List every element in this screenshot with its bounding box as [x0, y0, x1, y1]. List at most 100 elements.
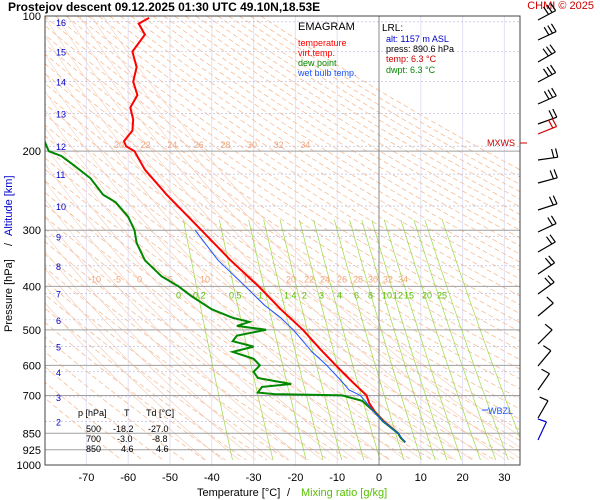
- x-tick-label: 0: [376, 472, 382, 484]
- dry-adiabat-line: [45, 157, 496, 461]
- mixing-ratio-label: 1: [258, 290, 263, 300]
- dry-adiabat-line: [184, 16, 520, 223]
- x-tick-label: -40: [204, 472, 220, 484]
- lrl-title: LRL:: [382, 23, 403, 34]
- wind-barb: [537, 275, 555, 295]
- dry-adiabat-line: [45, 43, 520, 361]
- mixing-ratio-label: 6: [354, 290, 359, 300]
- dry-adiabat-line: [45, 267, 309, 461]
- table-cell: -27.0: [148, 424, 169, 434]
- y-tick-label: 200: [23, 146, 41, 158]
- moist-adiabat-line: [45, 216, 290, 461]
- moist-adiabat-line: [45, 16, 473, 461]
- dry-adiabat-line: [45, 381, 143, 461]
- mixing-ratio-line: [248, 219, 307, 461]
- moist-adiabat-line: [67, 16, 506, 461]
- lrl-press: press: 890.6 hPa: [386, 44, 454, 54]
- dry-adiabat-line: [130, 16, 520, 263]
- moist-adiabat-line: [45, 72, 423, 461]
- mixing-ratio-line: [313, 219, 381, 461]
- moist-adiabat-line: [55, 16, 489, 461]
- mixing-ratio-line: [349, 219, 422, 461]
- dry-adiabat-line: [45, 103, 520, 420]
- wind-barb: [537, 323, 553, 345]
- moist-adiabat-line: [79, 16, 520, 459]
- dry-adiabat-label: 34: [398, 274, 408, 284]
- dry-adiabat-line: [98, 16, 520, 288]
- y-tick-label: 100: [23, 11, 41, 23]
- dry-adiabat-label: 20: [286, 274, 296, 284]
- moist-adiabat-line: [45, 53, 440, 461]
- moist-adiabat-line: [45, 233, 273, 461]
- altitude-tick-label: 8: [56, 262, 61, 272]
- altitude-tick-label: 14: [56, 78, 66, 88]
- dry-adiabat-label: 22: [304, 274, 314, 284]
- moist-adiabat-line: [45, 302, 207, 461]
- dry-adiabat-label: 20: [114, 140, 124, 150]
- dry-adiabat-label: 24: [167, 140, 177, 150]
- mixing-ratio-line: [424, 219, 509, 461]
- moist-adiabat-line: [45, 163, 340, 461]
- dry-adiabat-line: [239, 16, 520, 185]
- mixing-ratio-line: [263, 219, 324, 461]
- wind-barb: [537, 296, 554, 317]
- moist-adiabat-line: [45, 251, 256, 461]
- wind-barb: [537, 345, 552, 367]
- moist-adiabat-line: [91, 16, 520, 448]
- dry-adiabat-label: 30: [247, 140, 257, 150]
- dry-adiabat-line: [45, 351, 185, 461]
- dry-adiabat-label: 22: [141, 140, 151, 150]
- dry-adiabat-label: 34: [300, 140, 310, 150]
- dry-adiabat-line: [87, 16, 520, 297]
- y-tick-label: 1000: [17, 460, 41, 472]
- dry-adiabat-line: [45, 34, 520, 351]
- copyright-label: CHMI © 2025: [527, 0, 594, 12]
- wind-barb: [537, 64, 557, 83]
- altitude-tick-label: 10: [56, 202, 66, 212]
- legend-title: EMAGRAM: [298, 21, 355, 33]
- plot-frame: [44, 15, 521, 466]
- dry-adiabat-line: [195, 16, 520, 215]
- dry-adiabat-label: 15: [243, 274, 253, 284]
- moist-adiabat-line: [102, 16, 520, 437]
- wind-barb: [537, 215, 557, 233]
- moist-adiabat-line: [45, 268, 240, 461]
- table-cell: -8.8: [152, 434, 168, 444]
- wind-barb: [537, 195, 558, 211]
- dry-adiabat-line: [45, 73, 520, 390]
- y-tick-label: 700: [23, 390, 41, 402]
- table-cell: 4.6: [121, 444, 134, 454]
- dry-adiabat-line: [260, 16, 520, 171]
- table-cell: 700: [86, 434, 101, 444]
- x-tick-label: 30: [498, 472, 510, 484]
- y-tick-label: 850: [23, 428, 41, 440]
- y-tick-label: 600: [23, 360, 41, 372]
- wind-barb: [537, 87, 557, 105]
- wind-barb: [537, 418, 547, 441]
- dry-adiabat-line: [45, 168, 475, 461]
- table-header-td: Td [°C]: [146, 408, 174, 418]
- table-cell: 850: [86, 444, 101, 454]
- x-tick-label: 10: [415, 472, 427, 484]
- altitude-tick-label: 2: [56, 417, 61, 427]
- legend-wet-bulb: wet bulb temp.: [297, 68, 357, 78]
- y-tick-label: 500: [23, 325, 41, 337]
- mixing-ratio-line: [183, 219, 233, 461]
- wind-barb: [537, 108, 558, 125]
- y-axis-title: Pressure [hPa] / Altitude [km]: [3, 175, 15, 332]
- mixing-ratio-label: 4: [337, 290, 342, 300]
- page-title: Prostejov descent 09.12.2025 01:30 UTC 4…: [8, 0, 321, 14]
- wind-barb: [537, 255, 556, 275]
- x-tick-label: -20: [287, 472, 303, 484]
- dry-adiabat-label: -5: [113, 274, 121, 284]
- mixing-ratio-label: 10: [382, 290, 392, 300]
- dry-adiabat-line: [45, 113, 520, 431]
- table-cell: -18.2: [113, 424, 134, 434]
- mixing-ratio-line: [219, 219, 274, 461]
- mixing-ratio-label: 25: [437, 290, 447, 300]
- dry-adiabat-label: 5: [168, 274, 173, 284]
- dry-adiabat-line: [152, 16, 520, 247]
- x-axis-label: Temperature [°C]: [197, 487, 280, 499]
- altitude-tick-label: 9: [56, 233, 61, 243]
- dry-adiabat-line: [45, 53, 520, 370]
